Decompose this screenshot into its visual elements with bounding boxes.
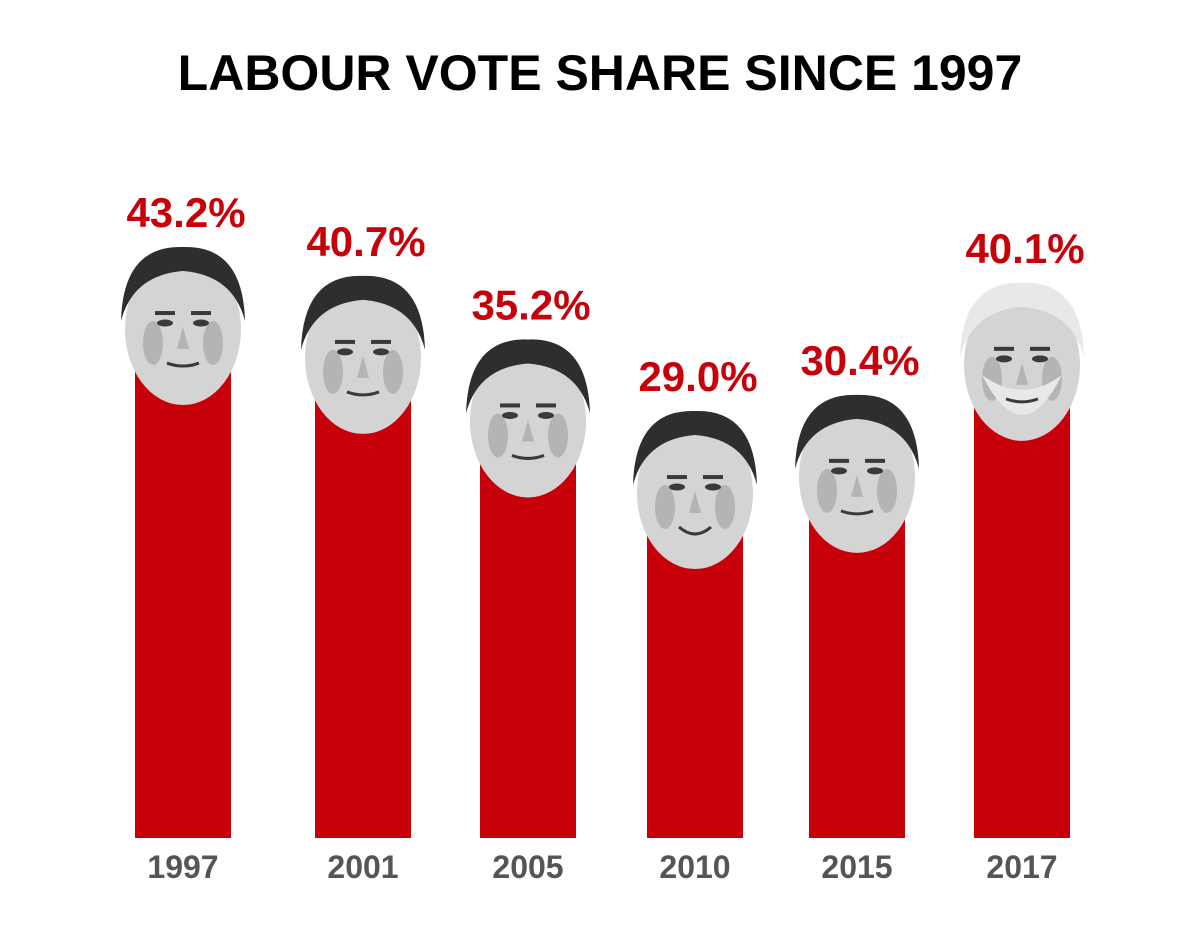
value-label-2005: 35.2% [471, 281, 590, 328]
face-shadow [877, 468, 897, 513]
face-shadow [488, 413, 508, 458]
face-hair [795, 394, 919, 469]
leader-portrait-2001 [301, 275, 425, 434]
face-eye [502, 411, 518, 419]
bar-group-2005: 35.2% 2005 [466, 281, 591, 885]
face-nose [1016, 362, 1028, 385]
face-eye [669, 483, 685, 491]
leader-portrait-2005 [466, 339, 590, 498]
face-mouth [346, 390, 380, 397]
bars-group: 43.2% 1997 40.7% 2001 35.2% 2005 29.0% 2010 30.4… [121, 189, 1085, 885]
category-label-1997: 1997 [147, 849, 218, 885]
face-nose [357, 355, 369, 378]
face-brow [500, 403, 520, 408]
bar-group-2015: 30.4% 2015 [795, 337, 920, 885]
face-brow [829, 458, 849, 463]
value-label-2017: 40.1% [965, 225, 1084, 272]
face-nose [851, 474, 863, 497]
face-mouth [678, 525, 712, 536]
face-shadow [715, 485, 735, 530]
face-shadow [548, 413, 568, 458]
face-shadow [817, 468, 837, 513]
face-brow [1030, 346, 1050, 351]
bar-group-2010: 29.0% 2010 [633, 353, 758, 885]
face-nose [522, 419, 534, 442]
bar-group-1997: 43.2% 1997 [121, 189, 246, 885]
face-brow [667, 475, 687, 480]
face-nose [689, 491, 701, 514]
face-mouth [1005, 397, 1039, 404]
category-label-2001: 2001 [327, 849, 398, 885]
leader-portrait-1997 [121, 246, 245, 406]
face-brow [155, 311, 175, 316]
bar-2001 [315, 367, 411, 838]
face-nose [177, 327, 189, 350]
face-shadow [323, 349, 343, 394]
bar-group-2001: 40.7% 2001 [301, 218, 426, 885]
category-label-2005: 2005 [492, 849, 563, 885]
category-label-2010: 2010 [659, 849, 730, 885]
leader-portrait-2015 [795, 394, 919, 553]
face-eye [867, 467, 883, 475]
bar-2017 [974, 374, 1070, 838]
category-label-2017: 2017 [986, 849, 1057, 885]
leader-portrait-2010 [633, 410, 757, 570]
value-label-2015: 30.4% [800, 337, 919, 384]
face-eye [337, 348, 353, 356]
face-eye [996, 355, 1012, 363]
face-eye [373, 348, 389, 356]
face-hair [121, 246, 245, 322]
face-shadow [383, 349, 403, 394]
face-hair [466, 339, 590, 414]
bar-group-2017: 40.1% 2017 [960, 225, 1085, 885]
value-label-1997: 43.2% [126, 189, 245, 236]
face-mouth [840, 509, 874, 516]
face-eye [831, 467, 847, 475]
chart-title: LABOUR VOTE SHARE SINCE 1997 [178, 45, 1023, 101]
value-label-2001: 40.7% [306, 218, 425, 265]
category-label-2015: 2015 [821, 849, 892, 885]
face-mouth [511, 454, 545, 460]
face-brow [536, 403, 556, 408]
face-brow [371, 339, 391, 344]
face-brow [191, 311, 211, 316]
face-eye [157, 319, 173, 327]
face-brow [865, 458, 885, 463]
face-hair [960, 282, 1084, 357]
face-shadow [143, 321, 163, 366]
face-eye [705, 483, 721, 491]
face-brow [994, 346, 1014, 351]
face-shadow [655, 485, 675, 530]
face-shadow [203, 321, 223, 366]
leader-portrait-2017 [960, 282, 1084, 441]
face-hair [301, 275, 425, 350]
face-mouth [166, 361, 200, 368]
value-label-2010: 29.0% [638, 353, 757, 400]
bar-1997 [135, 339, 231, 838]
face-brow [335, 339, 355, 344]
face-hair [633, 410, 757, 486]
face-beard [982, 374, 1062, 415]
bar-2005 [480, 431, 576, 838]
face-eye [538, 411, 554, 419]
face-brow [703, 475, 723, 480]
face-eye [1032, 355, 1048, 363]
face-eye [193, 319, 209, 327]
